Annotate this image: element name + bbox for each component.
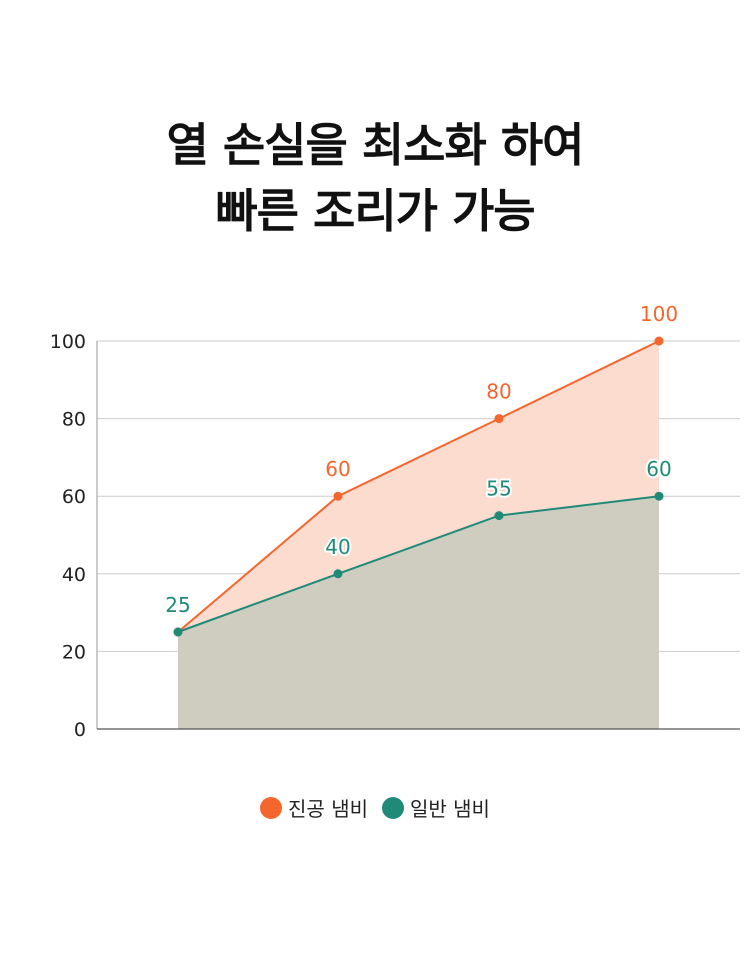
point-series-1-1 xyxy=(333,569,343,579)
point-series-0-3 xyxy=(654,336,664,346)
y-tick-label: 20 xyxy=(62,641,86,663)
chart-points xyxy=(173,336,664,637)
y-tick-label: 80 xyxy=(62,409,86,431)
data-label-series-0-2: 80 xyxy=(486,380,511,404)
area-series-1 xyxy=(178,496,659,729)
data-label-series-1-0: 25 xyxy=(165,593,190,617)
y-tick-label: 100 xyxy=(50,331,86,353)
y-axis: 0 20 40 60 80 100 xyxy=(50,331,740,741)
y-tick-label: 40 xyxy=(62,564,86,586)
y-tick-label: 0 xyxy=(74,719,86,741)
legend-item-vacuum: 진공 냄비 xyxy=(260,793,368,822)
page-title: 열 손실을 최소화 하여 빠른 조리가 가능 xyxy=(0,112,750,244)
y-tick-label: 60 xyxy=(62,486,86,508)
point-series-0-2 xyxy=(494,414,504,424)
chart-lines xyxy=(177,340,660,633)
point-series-1-3 xyxy=(654,491,664,501)
title-line-1: 열 손실을 최소화 하여 xyxy=(166,118,585,172)
title-line-2: 빠른 조리가 가능 xyxy=(215,184,535,238)
chart-data-labels: 60 80 100 25 40 55 60 xyxy=(163,300,680,619)
data-label-series-0-1: 60 xyxy=(325,457,350,481)
point-series-1-2 xyxy=(494,511,504,521)
legend-swatch-vacuum xyxy=(260,796,283,819)
data-label-series-0-3: 100 xyxy=(640,302,678,326)
legend-label-vacuum: 진공 냄비 xyxy=(288,797,368,821)
point-series-1-0 xyxy=(173,627,183,637)
data-label-series-1-2: 55 xyxy=(486,477,511,501)
chart-areas xyxy=(178,341,659,729)
line-series-0 xyxy=(177,340,660,633)
legend-swatch-regular xyxy=(382,796,404,819)
legend: 진공 냄비 일반 냄비 xyxy=(0,793,750,822)
legend-label-regular: 일반 냄비 xyxy=(410,797,490,821)
line-series-1 xyxy=(177,495,660,633)
data-label-series-1-1: 40 xyxy=(325,535,350,559)
data-label-series-1-3: 60 xyxy=(646,457,671,481)
legend-item-regular: 일반 냄비 xyxy=(382,793,490,822)
point-series-0-1 xyxy=(333,491,343,501)
